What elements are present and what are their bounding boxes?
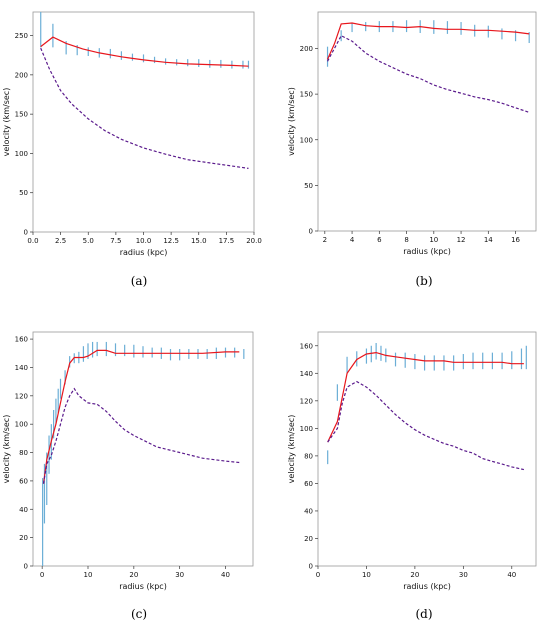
x-tick-label: 15.0 <box>191 237 207 245</box>
x-tick-label: 12 <box>457 236 466 244</box>
y-tick-label: 100 <box>15 421 28 429</box>
y-tick-label: 250 <box>15 32 28 40</box>
x-tick-label: 20 <box>410 571 419 579</box>
x-tick-label: 6 <box>377 236 382 244</box>
y-tick-label: 0 <box>309 228 313 236</box>
x-tick-label: 40 <box>507 571 516 579</box>
baryonic-curve <box>40 47 249 169</box>
x-tick-label: 16 <box>511 236 520 244</box>
x-tick-label: 14 <box>484 236 493 244</box>
x-axis-label: radius (kpc) <box>119 582 167 591</box>
y-tick-label: 80 <box>19 449 28 457</box>
baryonic-curve <box>327 380 525 471</box>
x-tick-label: 20 <box>129 571 138 579</box>
y-tick-label: 50 <box>19 189 28 197</box>
x-tick-label: 2.5 <box>55 237 66 245</box>
baryonic-curve <box>326 34 530 113</box>
x-tick-label: 2 <box>323 236 327 244</box>
x-tick-label: 30 <box>175 571 184 579</box>
panel-caption: (b) <box>415 274 432 288</box>
x-axis-label: radius (kpc) <box>403 582 451 591</box>
plot-frame <box>317 11 537 232</box>
panel-caption: (d) <box>415 607 432 621</box>
model-curve <box>40 36 249 67</box>
y-tick-label: 20 <box>19 534 28 542</box>
y-tick-label: 150 <box>300 91 313 99</box>
x-tick-label: 30 <box>459 571 468 579</box>
y-tick-label: 60 <box>304 480 313 488</box>
x-tick-label: 0 <box>316 571 320 579</box>
y-tick-label: 60 <box>19 477 28 485</box>
y-axis-label: velocity (km/sec) <box>287 415 296 484</box>
panel-caption: (c) <box>131 607 147 621</box>
x-axis-label: radius (kpc) <box>403 247 451 256</box>
x-tick-label: 8 <box>404 236 408 244</box>
panel-d: 0 10 20 30 40 0 20 40 60 80 100 120 140 160 radius (kp… <box>287 331 537 621</box>
y-tick-label: 20 <box>304 535 313 543</box>
y-tick-label: 0 <box>24 563 28 571</box>
y-tick-label: 50 <box>304 182 313 190</box>
x-tick-label: 7.5 <box>110 237 121 245</box>
y-tick-label: 100 <box>300 425 313 433</box>
x-tick-label: 10 <box>429 236 438 244</box>
x-tick-label: 10.0 <box>136 237 152 245</box>
y-tick-label: 120 <box>300 397 313 405</box>
y-axis-label: velocity (km/sec) <box>2 88 11 157</box>
model-curve <box>42 349 240 484</box>
y-tick-label: 140 <box>300 370 313 378</box>
y-tick-label: 160 <box>300 342 313 350</box>
x-axis-label: radius (kpc) <box>120 248 168 257</box>
y-tick-label: 150 <box>15 111 28 119</box>
x-tick-label: 10 <box>362 571 371 579</box>
y-tick-label: 200 <box>300 45 313 53</box>
x-tick-label: 0.0 <box>27 237 38 245</box>
y-tick-label: 120 <box>15 392 28 400</box>
model-curve <box>326 22 530 60</box>
baryonic-curve <box>42 387 240 484</box>
x-tick-label: 5.0 <box>83 237 94 245</box>
y-axis-label: velocity (km/sec) <box>2 415 11 484</box>
y-tick-label: 40 <box>304 507 313 515</box>
x-tick-label: 17.5 <box>219 237 235 245</box>
y-axis-label: velocity (km/sec) <box>287 87 296 156</box>
y-tick-label: 0 <box>24 229 28 237</box>
y-tick-label: 200 <box>15 71 28 79</box>
x-tick-label: 10 <box>84 571 93 579</box>
x-tick-label: 12.5 <box>163 237 179 245</box>
x-tick-label: 20.0 <box>246 237 262 245</box>
x-tick-label: 4 <box>350 236 355 244</box>
y-tick-label: 160 <box>15 336 28 344</box>
y-tick-label: 100 <box>15 150 28 158</box>
y-tick-label: 80 <box>304 452 313 460</box>
y-tick-label: 40 <box>19 506 28 514</box>
plot-frame <box>317 331 537 567</box>
x-tick-label: 40 <box>221 571 230 579</box>
plot-frame <box>32 331 254 567</box>
panel-b: 2 4 6 8 10 12 14 16 0 50 100 150 200 radius (kpc) velo… <box>287 11 537 288</box>
panel-c: 0 10 20 30 40 0 20 40 60 80 100 120 140 160 radius (kp… <box>2 331 254 621</box>
y-tick-label: 140 <box>15 364 28 372</box>
y-tick-label: 100 <box>300 136 313 144</box>
model-curve <box>327 351 524 443</box>
panel-a: 0.0 2.5 5.0 7.5 10.0 12.5 15.0 17.5 20.0 0 50 100 15… <box>2 11 262 288</box>
x-tick-label: 0 <box>40 571 44 579</box>
panel-caption: (a) <box>131 274 148 288</box>
y-tick-label: 0 <box>309 563 313 571</box>
